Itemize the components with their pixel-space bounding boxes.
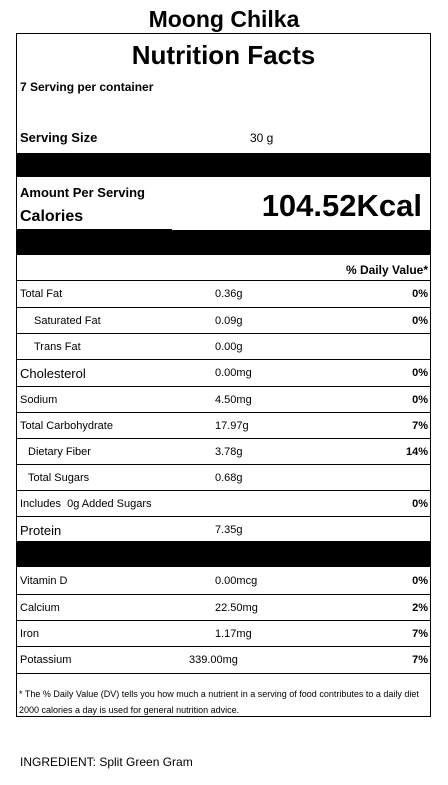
serving-size-value: 30 g [250, 131, 274, 145]
nutrient-row-sodium: Sodium 4.50mg 0% [17, 387, 430, 413]
calories-underline [17, 229, 172, 230]
vitamin-daily-value: 7% [412, 628, 428, 640]
row-divider [17, 438, 430, 439]
nutrient-daily-value: 7% [412, 420, 428, 432]
row-divider [17, 646, 430, 647]
nutrient-row-cholesterol: Cholesterol 0.00mg 0% [17, 360, 430, 386]
nutrient-name: Total Fat [20, 288, 63, 300]
nutrition-facts-panel: Nutrition Facts 7 Serving per container … [16, 33, 431, 717]
vitamin-row-vitamin-d: Vitamin D 0.00mcg 0% [17, 568, 430, 594]
row-divider [17, 490, 430, 491]
nutrient-amount: 0.00mg [215, 367, 252, 379]
row-divider [17, 516, 430, 517]
nutrient-amount: 7.35g [215, 524, 243, 536]
nutrient-amount: 0.68g [215, 472, 243, 484]
vitamin-daily-value: 0% [412, 575, 428, 587]
serving-size-label: Serving Size [20, 130, 98, 145]
nutrient-name: Dietary Fiber [28, 446, 91, 458]
nutrient-row-added-sugars: Includes 0g Added Sugars 0% [17, 491, 430, 517]
vitamin-name: Iron [20, 628, 39, 640]
divider-bar-top [17, 153, 430, 177]
calories-value: 104.52Kcal [261, 188, 422, 223]
product-title: Moong Chilka [148, 6, 300, 32]
vitamin-amount: 1.17mg [215, 628, 252, 640]
row-divider [17, 386, 430, 387]
nutrient-amount: 0.00g [215, 341, 243, 353]
divider-bar-calories [17, 230, 430, 255]
nutrient-daily-value: 0% [412, 288, 428, 300]
vitamin-name: Potassium [20, 654, 72, 666]
nutrient-row-saturated-fat: Saturated Fat 0.09g 0% [17, 308, 430, 334]
nutrient-row-total-fat: Total Fat 0.36g 0% [17, 281, 430, 307]
nutrient-amount: 3.78g [215, 446, 243, 458]
nutrient-amount: 4.50mg [215, 394, 252, 406]
nutrient-name: Saturated Fat [34, 315, 101, 327]
vitamin-name: Vitamin D [20, 575, 68, 587]
row-divider [17, 280, 430, 281]
nutrient-row-protein: Protein 7.35g [17, 517, 430, 543]
daily-value-header: % Daily Value* [345, 263, 428, 277]
nutrient-daily-value: 0% [412, 394, 428, 406]
divider-bar-protein [17, 541, 430, 567]
row-divider [17, 412, 430, 413]
nutrient-daily-value: 0% [412, 315, 428, 327]
vitamin-daily-value: 2% [412, 602, 428, 614]
nutrient-name: Includes 0g Added Sugars [20, 498, 152, 510]
nutrient-name: Total Sugars [28, 472, 90, 484]
daily-value-footnote: * The % Daily Value (DV) tells you how m… [19, 689, 419, 715]
nutrient-daily-value: 14% [405, 446, 428, 458]
row-divider [17, 594, 430, 595]
nutrient-name: Total Carbohydrate [20, 420, 113, 432]
nutrient-row-total-sugars: Total Sugars 0.68g [17, 465, 430, 491]
servings-per-container: 7 Serving per container [20, 80, 154, 94]
nutrient-row-dietary-fiber: Dietary Fiber 3.78g 14% [17, 439, 430, 465]
calories-label: Calories [20, 208, 84, 225]
ingredient-statement: INGREDIENT: Split Green Gram [20, 755, 193, 769]
row-divider [17, 673, 430, 674]
vitamin-daily-value: 7% [412, 654, 428, 666]
nutrient-daily-value: 0% [412, 367, 428, 379]
row-divider [17, 620, 430, 621]
nutrient-amount: 17.97g [215, 420, 249, 432]
row-divider [17, 333, 430, 334]
nutrient-name: Sodium [20, 394, 58, 406]
vitamin-row-potassium: Potassium 339.00mg 7% [17, 647, 430, 673]
row-divider [17, 307, 430, 308]
vitamin-row-iron: Iron 1.17mg 7% [17, 621, 430, 647]
vitamin-amount: 22.50mg [215, 602, 258, 614]
nutrient-row-trans-fat: Trans Fat 0.00g [17, 334, 430, 360]
nutrient-amount: 0.09g [215, 315, 243, 327]
nutrient-name: Cholesterol [20, 366, 86, 381]
vitamin-amount: 339.00mg [189, 654, 238, 666]
nutrient-name: Protein [20, 523, 62, 538]
amount-per-serving-label: Amount Per Serving [20, 185, 145, 200]
row-divider [17, 359, 430, 360]
vitamin-row-calcium: Calcium 22.50mg 2% [17, 595, 430, 621]
vitamin-amount: 0.00mcg [215, 575, 258, 587]
nutrition-facts-heading: Nutrition Facts [131, 40, 316, 70]
nutrient-row-total-carbohydrate: Total Carbohydrate 17.97g 7% [17, 413, 430, 439]
nutrient-daily-value: 0% [412, 498, 428, 510]
nutrient-amount: 0.36g [215, 288, 243, 300]
row-divider [17, 464, 430, 465]
nutrient-name: Trans Fat [34, 341, 81, 353]
vitamin-name: Calcium [20, 602, 60, 614]
